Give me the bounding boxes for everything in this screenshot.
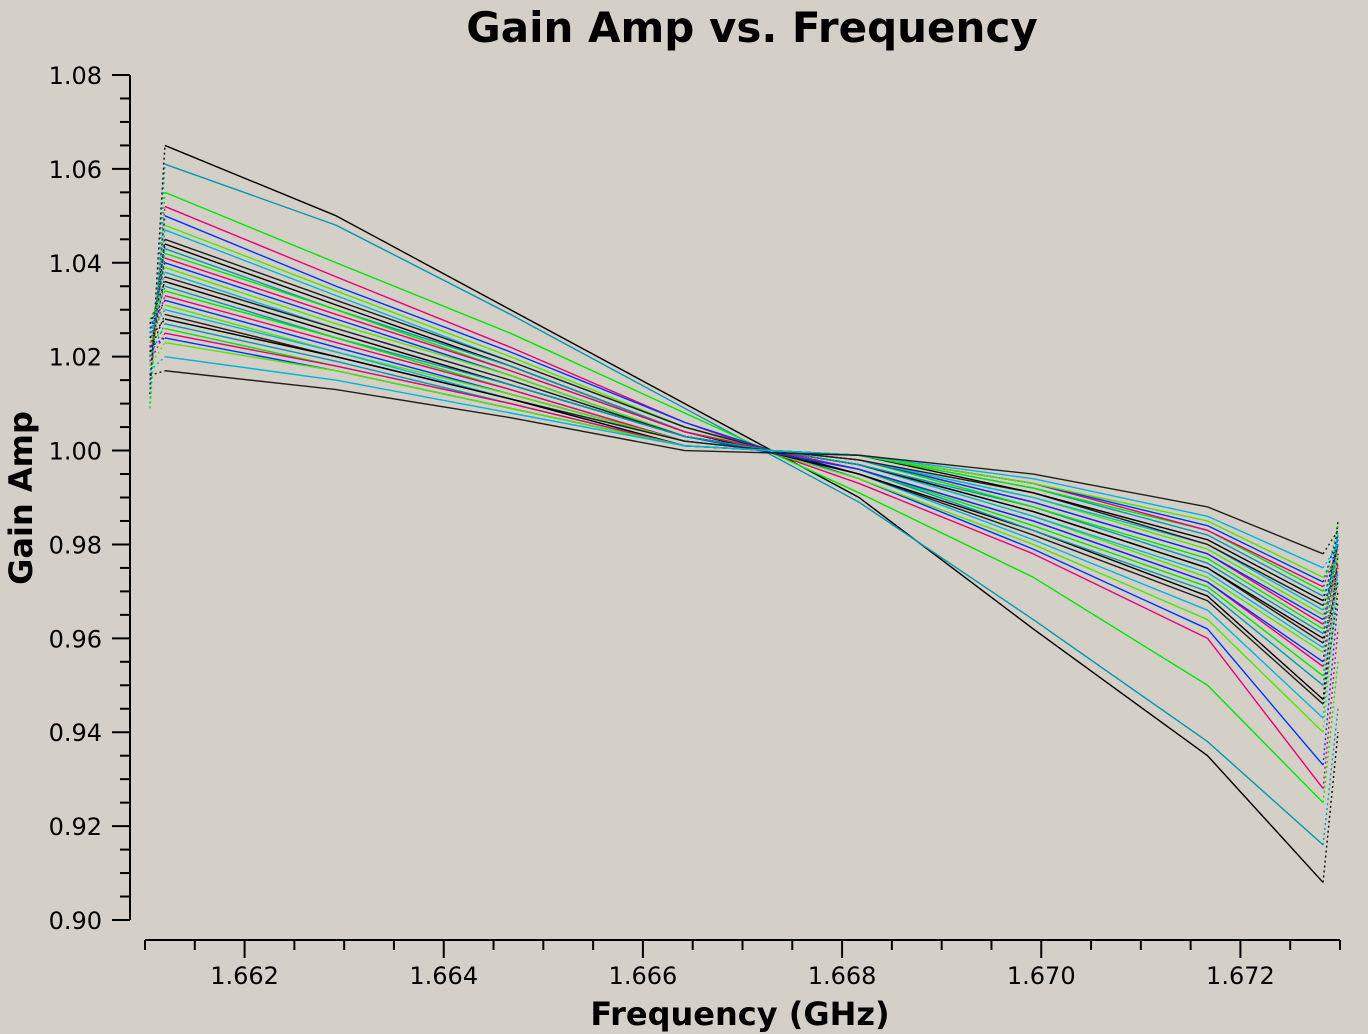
series-body <box>164 248 1324 686</box>
series-body <box>164 276 1324 644</box>
series-body <box>164 327 1324 593</box>
series-edge-left <box>149 300 166 329</box>
y-tick-label: 0.98 <box>49 531 102 559</box>
series-edge-left <box>149 304 166 343</box>
y-tick-label: 1.06 <box>49 156 102 184</box>
series-line <box>149 313 1339 607</box>
series-body <box>164 252 1324 677</box>
y-axis: 0.90 0.92 0.94 0.96 0.98 1.00 1.02 1.04 1.06 1.08 <box>49 62 131 935</box>
x-tick-label: 1.664 <box>409 962 478 990</box>
series-body <box>164 163 1324 846</box>
series-line <box>149 355 1339 569</box>
series-edge-right <box>1322 544 1339 634</box>
series-edge-left <box>149 318 166 339</box>
series-line <box>149 332 1339 588</box>
series-edge-right <box>1322 572 1339 686</box>
series-edge-right <box>1322 581 1339 733</box>
series-edge-left <box>149 290 166 320</box>
y-tick-label: 1.08 <box>49 62 102 90</box>
series-edge-right <box>1322 553 1339 700</box>
series-body <box>164 238 1324 705</box>
series-edge-left <box>149 286 166 339</box>
x-tick-label: 1.666 <box>609 962 678 990</box>
series-line <box>149 318 1339 602</box>
series-edge-left <box>149 215 166 385</box>
series-edge-right <box>1322 567 1339 606</box>
series-body <box>164 243 1324 700</box>
series-line <box>149 248 1339 686</box>
x-tick-label: 1.662 <box>210 962 279 990</box>
y-tick-label: 0.94 <box>49 719 102 747</box>
series-edge-right <box>1322 661 1339 803</box>
series-body <box>164 355 1324 569</box>
series-body <box>164 215 1324 766</box>
series-body <box>164 229 1324 719</box>
series-edge-left <box>149 314 166 353</box>
series-line <box>149 229 1339 719</box>
series-edge-right <box>1322 563 1339 667</box>
x-tick-label: 1.670 <box>1007 962 1076 990</box>
series-line <box>149 257 1339 668</box>
series-body <box>164 280 1324 639</box>
y-tick-label: 0.92 <box>49 813 102 841</box>
series-edge-left <box>149 356 166 372</box>
series-line <box>149 337 1339 583</box>
series-line <box>149 299 1339 621</box>
series-edge-right <box>1322 732 1339 883</box>
series-body <box>164 341 1324 578</box>
series-body <box>164 337 1324 583</box>
series-edge-left <box>149 323 166 357</box>
series-edge-right <box>1322 558 1339 597</box>
series-body <box>164 304 1324 616</box>
x-axis-label: Frequency (GHz) <box>590 995 889 1033</box>
series-line <box>149 370 1339 555</box>
series-body <box>164 309 1324 611</box>
series-edge-right <box>1322 563 1339 625</box>
series-edge-left <box>149 192 166 409</box>
series-edge-right <box>1322 628 1339 789</box>
series-edge-right <box>1322 534 1339 583</box>
y-tick-label: 1.00 <box>49 438 102 466</box>
series-line <box>149 304 1339 616</box>
series-body <box>164 191 1324 804</box>
series-edge-right <box>1322 553 1339 653</box>
series-line <box>149 262 1339 663</box>
series-body <box>164 294 1324 625</box>
series-body <box>164 370 1324 555</box>
series-body <box>164 323 1324 597</box>
series-line <box>149 238 1339 705</box>
series-edge-left <box>149 253 166 339</box>
series-line <box>149 163 1339 846</box>
series-edge-left <box>149 327 166 344</box>
series-edge-right <box>1322 539 1339 620</box>
series-body <box>164 144 1324 883</box>
series-edge-right <box>1322 591 1339 705</box>
series-edge-right <box>1322 581 1339 644</box>
x-tick-label: 1.668 <box>808 962 877 990</box>
series-line <box>149 276 1339 644</box>
y-tick-label: 0.96 <box>49 625 102 653</box>
x-tick-label: 1.672 <box>1206 962 1275 990</box>
series-edge-right <box>1322 553 1339 616</box>
series-lines <box>149 144 1339 883</box>
series-edge-left <box>149 206 166 381</box>
series-edge-left <box>149 243 166 348</box>
series-line <box>149 215 1339 766</box>
y-axis-label: Gain Amp <box>2 411 40 585</box>
x-axis: 1.662 1.664 1.666 1.668 1.670 1.672 <box>144 939 1341 990</box>
y-tick-label: 1.04 <box>49 250 102 278</box>
series-line <box>149 341 1339 578</box>
series-edge-right <box>1322 558 1339 578</box>
chart-title: Gain Amp vs. Frequency <box>466 3 1037 52</box>
series-edge-left <box>149 276 166 357</box>
series-edge-left <box>149 295 166 348</box>
y-tick-label: 1.02 <box>49 344 102 372</box>
series-line <box>149 285 1339 635</box>
y-tick-label: 0.90 <box>49 907 102 935</box>
series-edge-left <box>149 332 166 362</box>
